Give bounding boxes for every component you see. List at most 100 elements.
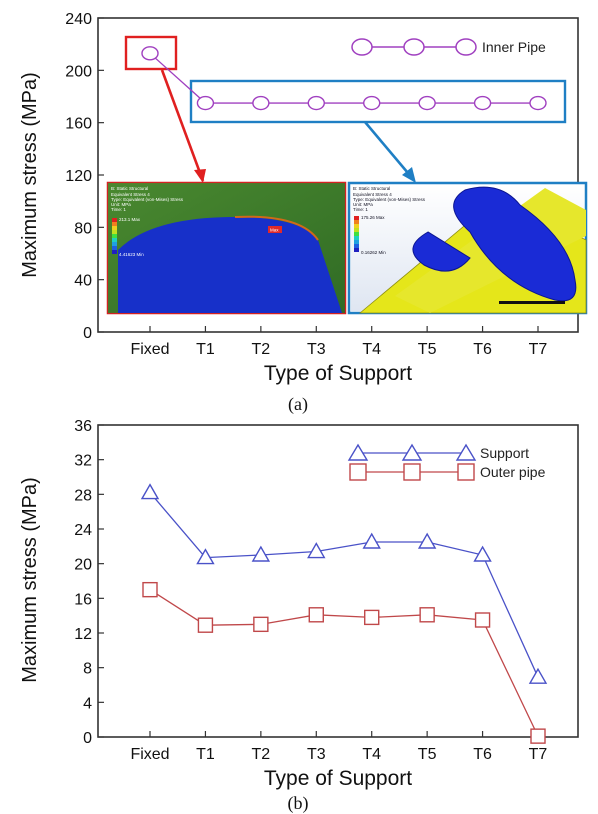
data-point — [252, 95, 270, 111]
data-point — [473, 545, 492, 562]
inset-a-min-label: 4.41623 Min — [119, 252, 144, 257]
inset-a-colorbar — [112, 218, 117, 254]
x-tick-label: Fixed — [130, 746, 169, 763]
inset-a-max-marker: Max — [270, 228, 279, 233]
x-tick-label: T3 — [307, 341, 326, 358]
y-tick-label: 240 — [65, 11, 92, 28]
x-tick-label: T1 — [196, 746, 215, 763]
legend-b-support-marker — [347, 443, 369, 461]
inset-b-colorbar — [354, 216, 359, 252]
x-tick-label: T3 — [307, 746, 326, 763]
inset-b-line-4: Time: 1 — [353, 207, 368, 212]
chart-a: 0 40 80 120 160 200 240 Fixed T1 T2 T3 T4 T5 T6 T7 Max… — [19, 11, 588, 415]
legend-a-label: Inner Pipe — [482, 39, 546, 55]
x-tick-label: T5 — [418, 341, 437, 358]
inset-a-max-label: 213.1 Max — [119, 217, 141, 222]
inset-b-min-label: 0.16262 Min — [361, 250, 386, 255]
t-highlight-box — [189, 79, 567, 124]
panel-b-label: (b) — [288, 793, 309, 814]
legend-a-marker — [403, 38, 425, 56]
legend-a-marker — [351, 38, 373, 56]
x-tick-label: T2 — [252, 341, 271, 358]
chart-a-plot-frame — [97, 17, 579, 333]
data-point — [142, 581, 158, 598]
x-tick-label: T1 — [196, 341, 215, 358]
inset-b-line-3: Unit: MPa — [353, 202, 373, 207]
x-tick-label: T5 — [418, 746, 437, 763]
inset-a-line-4: Time: 1 — [111, 207, 126, 212]
data-point — [307, 95, 325, 111]
inset-b-max-label: 175.26 Max — [361, 215, 385, 220]
legend-b-outer-marker — [403, 463, 421, 481]
chart-b-xlabel: Type of Support — [264, 767, 412, 790]
y-tick-label: 40 — [74, 273, 92, 290]
chart-b-ylabel: Maximum stress (MPa) — [19, 477, 41, 683]
legend-b-support-marker — [401, 443, 423, 461]
inset-a-line-3: Unit: MPa — [111, 202, 131, 207]
data-point — [196, 548, 215, 565]
red-arrow — [160, 69, 205, 182]
inset-a-line-2: Type: Equivalent (von-Mises) Stress — [111, 197, 184, 202]
y-tick-label: 32 — [74, 453, 92, 470]
data-point — [307, 542, 326, 559]
chart-a-xlabel: Type of Support — [264, 362, 412, 385]
legend-b-support-label: Support — [480, 445, 529, 461]
panel-a-label: (a) — [288, 394, 308, 415]
inset-t-stress-map: B: Static Structural Equivalent Stress 4… — [347, 181, 588, 315]
legend-a: Inner Pipe — [351, 38, 546, 56]
inset-b-title: B: Static Structural — [353, 186, 390, 191]
series-line-0 — [149, 52, 538, 104]
chart-b: 0 4 8 12 16 20 24 28 32 36 Fixed T1 T2 T3 T4 T5 T6 T7 Sup… — [19, 418, 579, 814]
y-tick-label: 12 — [74, 626, 92, 643]
inset-b-line-2: Type: Equivalent (von-Mises) Stress — [353, 197, 426, 202]
legend-b-outer-label: Outer pipe — [480, 464, 546, 480]
data-point — [197, 617, 214, 633]
data-point — [473, 95, 492, 111]
y-tick-label: 0 — [83, 730, 92, 747]
data-point — [529, 95, 547, 111]
x-tick-label: T7 — [529, 746, 548, 763]
series-line-0 — [149, 492, 539, 678]
y-tick-label: 36 — [74, 418, 92, 435]
data-point — [364, 609, 380, 626]
x-tick-label: T2 — [252, 746, 271, 763]
data-point — [417, 532, 437, 549]
fixed-highlight-box — [124, 35, 178, 71]
y-tick-label: 20 — [74, 557, 92, 574]
legend-b-outer-marker — [457, 463, 475, 481]
data-point — [140, 483, 160, 500]
chart-a-ylabel: Maximum stress (MPa) — [19, 72, 41, 278]
x-tick-label: T6 — [473, 341, 492, 358]
data-point — [308, 607, 324, 623]
data-point — [530, 728, 546, 744]
data-point — [141, 46, 159, 61]
x-tick-label: T4 — [362, 746, 381, 763]
y-tick-label: 8 — [83, 661, 92, 678]
y-tick-label: 28 — [74, 487, 92, 504]
y-tick-label: 200 — [65, 63, 92, 80]
x-tick-label: T6 — [473, 746, 492, 763]
data-point — [253, 616, 269, 633]
x-tick-label: T4 — [362, 341, 381, 358]
blue-arrow — [364, 121, 414, 180]
y-tick-label: 0 — [83, 325, 92, 342]
data-point — [251, 545, 271, 562]
legend-b-outer-marker — [349, 463, 367, 481]
y-tick-label: 120 — [65, 168, 92, 185]
data-point — [362, 532, 381, 549]
series-line-1 — [149, 589, 539, 737]
data-point — [363, 95, 381, 111]
y-tick-label: 16 — [74, 591, 92, 608]
legend-a-marker — [455, 38, 477, 56]
data-point — [528, 667, 548, 684]
data-point — [418, 95, 436, 111]
inset-fixed-stress-map: Max B: Static Structural Equivalent Stre… — [106, 181, 347, 315]
data-point — [419, 607, 435, 623]
x-tick-label: Fixed — [130, 341, 169, 358]
x-tick-label: T7 — [529, 341, 548, 358]
y-tick-label: 4 — [83, 695, 92, 712]
y-tick-label: 160 — [65, 116, 92, 133]
legend-b: Support Outer pipe — [347, 443, 546, 481]
inset-b-line-1: Equivalent Stress 4 — [353, 192, 392, 197]
inset-a-title: B: Static Structural — [111, 186, 148, 191]
